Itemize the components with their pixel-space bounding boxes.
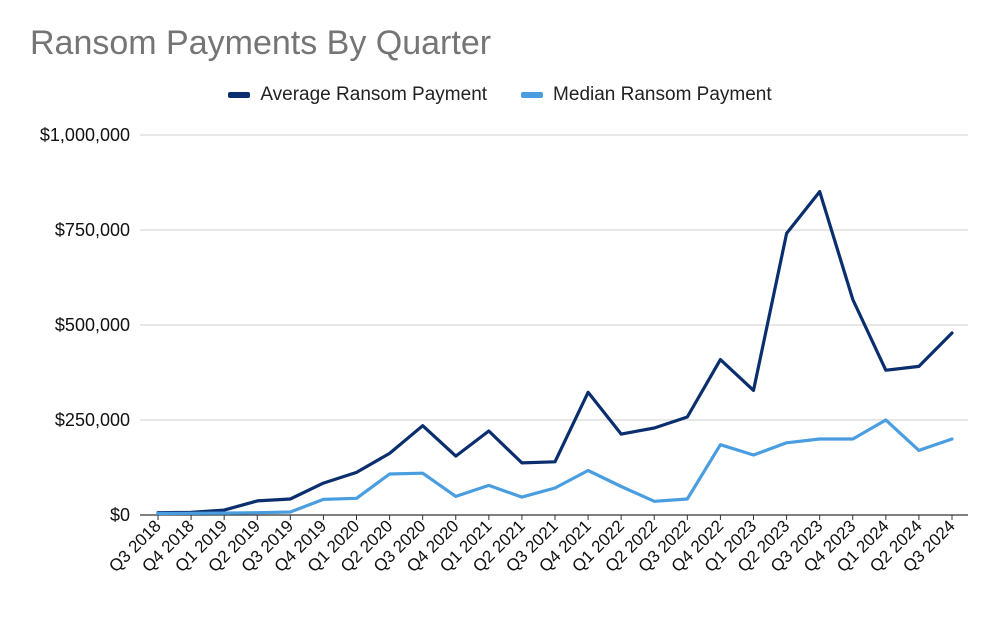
y-tick-label: $750,000 [55, 220, 130, 240]
y-tick-label: $500,000 [55, 315, 130, 335]
y-tick-label: $0 [110, 505, 130, 525]
series-line-median [156, 418, 954, 516]
legend-label-average: Average Ransom Payment [260, 84, 488, 105]
y-tick-label: $1,000,000 [40, 125, 130, 145]
legend-item-average: Average Ransom Payment [228, 84, 487, 106]
chart-legend: Average Ransom Payment Median Ransom Pay… [0, 84, 1000, 106]
legend-label-median: Median Ransom Payment [553, 84, 772, 105]
y-tick-label: $250,000 [55, 410, 130, 430]
legend-swatch-average [228, 92, 251, 98]
chart-title: Ransom Payments By Quarter [30, 24, 492, 62]
series-line-average [156, 190, 954, 515]
legend-item-median: Median Ransom Payment [521, 84, 772, 106]
legend-swatch-median [521, 92, 544, 98]
